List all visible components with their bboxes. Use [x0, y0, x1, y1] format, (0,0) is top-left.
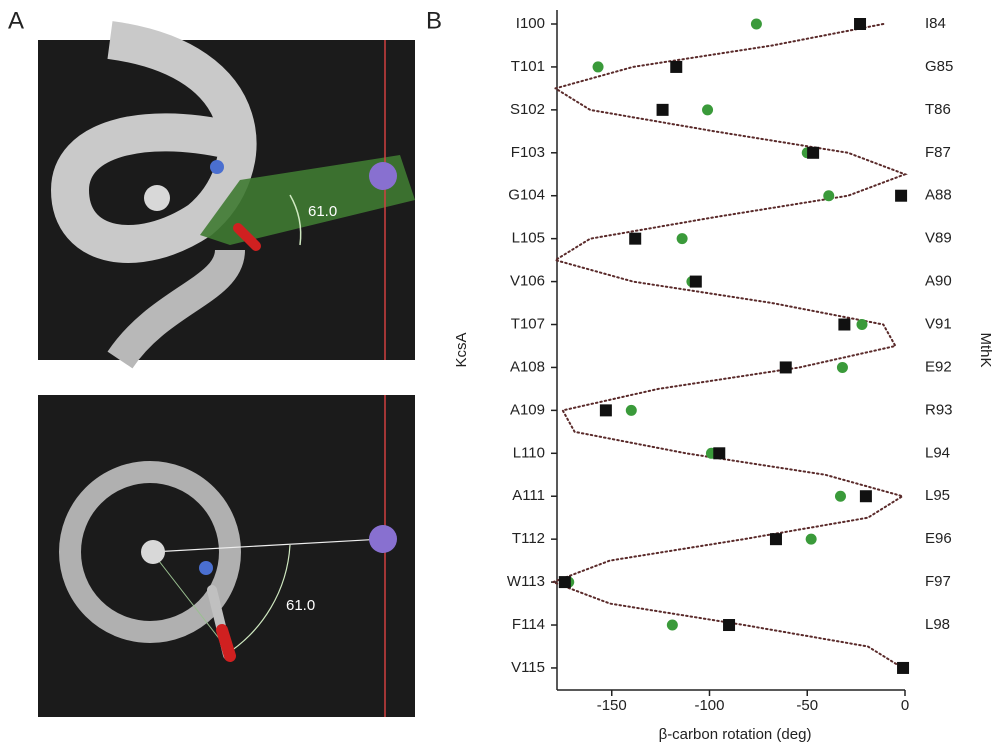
render-bottom: 61.0 [38, 395, 415, 717]
y2-tick-label: V89 [925, 230, 952, 247]
y2-tick-label: F97 [925, 573, 951, 590]
point [690, 276, 702, 288]
y-tick-label: W113 [507, 573, 545, 590]
y-tick-label: L105 [512, 230, 545, 247]
y-tick-label: T101 [511, 58, 545, 75]
y2-tick-label: A88 [925, 187, 952, 204]
point [677, 233, 688, 244]
y-tick-label: A111 [512, 487, 545, 504]
point [806, 534, 817, 545]
point [702, 104, 713, 115]
point [856, 319, 867, 330]
point [897, 662, 909, 674]
x-tick-label: -150 [597, 697, 627, 714]
y-axis-label: KcsA [453, 332, 470, 367]
x-tick-label: 0 [901, 697, 909, 714]
y2-tick-label: V91 [925, 315, 952, 332]
y2-tick-label: T86 [925, 101, 951, 118]
render-top: 61.0 [38, 40, 415, 360]
y-tick-label: A108 [510, 358, 545, 375]
y-tick-label: A109 [510, 401, 545, 418]
angle-label: 61.0 [286, 597, 315, 614]
point [854, 18, 866, 30]
y-tick-label: I100 [516, 15, 545, 32]
x-axis-label: β-carbon rotation (deg) [659, 726, 812, 743]
point [670, 61, 682, 73]
point [626, 405, 637, 416]
panel-label: B [426, 7, 442, 34]
point [823, 190, 834, 201]
y-tick-label: V106 [510, 273, 545, 290]
panel-label: A [8, 7, 24, 34]
point [860, 490, 872, 502]
x-tick-label: -50 [796, 697, 818, 714]
y-tick-label: T112 [512, 530, 545, 547]
point [895, 190, 907, 202]
point [657, 104, 669, 116]
point [559, 576, 571, 588]
point [837, 362, 848, 373]
y2-tick-label: F87 [925, 144, 951, 161]
y-tick-label: S102 [510, 101, 545, 118]
y2-tick-label: A90 [925, 273, 952, 290]
fit-curve [553, 24, 905, 668]
point [770, 533, 782, 545]
y2-tick-label: R93 [925, 401, 953, 418]
y-tick-label: L110 [513, 444, 545, 461]
x-tick-label: -100 [694, 697, 724, 714]
point [723, 619, 735, 631]
y-tick-label: G104 [508, 187, 545, 204]
point [835, 491, 846, 502]
y2-tick-label: E92 [925, 358, 952, 375]
y2-tick-label: I84 [925, 15, 946, 32]
point [600, 404, 612, 416]
y-tick-label: F103 [511, 144, 545, 161]
point [667, 620, 678, 631]
point [593, 61, 604, 72]
point [713, 447, 725, 459]
point [838, 319, 850, 331]
y2-axis-label: MthK [977, 332, 994, 367]
y2-tick-label: L94 [925, 444, 950, 461]
point [629, 233, 641, 245]
y-tick-label: F114 [512, 616, 545, 633]
point [751, 19, 762, 30]
y-tick-label: V115 [511, 659, 545, 676]
point [780, 361, 792, 373]
point [807, 147, 819, 159]
y2-tick-label: L95 [925, 487, 950, 504]
y-tick-label: T107 [511, 315, 545, 332]
y2-tick-label: L98 [925, 616, 950, 633]
figure: A B 61.0 61.0 β-carbon rotation (deg) Kc… [0, 0, 1000, 751]
angle-label: 61.0 [308, 203, 337, 220]
y2-tick-label: G85 [925, 58, 953, 75]
y2-tick-label: E96 [925, 530, 952, 547]
